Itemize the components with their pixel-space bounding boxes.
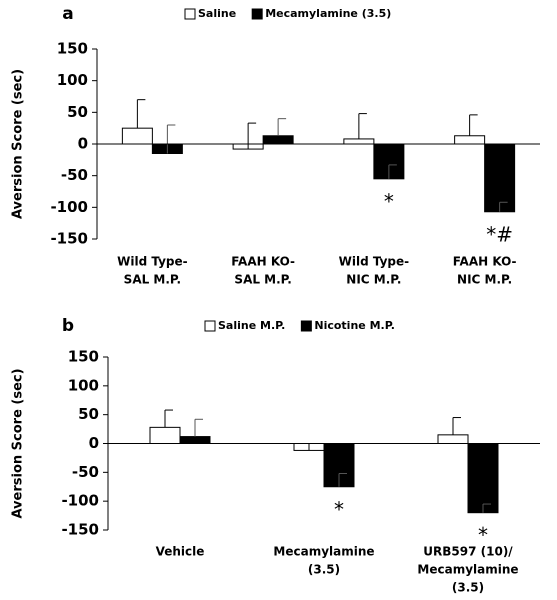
legend-swatch [300,320,312,332]
bar [454,135,486,145]
y-tick-label: -150 [50,230,88,248]
x-tick-label: FAAH KO- [231,255,295,269]
y-tick-label: 150 [68,348,99,366]
y-tick-label: 50 [78,405,99,423]
bar [179,436,211,444]
y-tick-label: -100 [61,492,99,510]
panel-label: b [62,316,74,336]
x-tick-label: Wild Type- [339,255,410,269]
legend-swatch [184,8,196,20]
y-tick-label: 150 [57,40,88,58]
y-tick-label: 0 [89,434,99,452]
y-axis-label: Aversion Score (sec) [11,69,26,219]
panel-label: a [62,4,73,24]
legend-swatch [251,8,263,20]
y-tick-label: 0 [78,135,88,153]
bar [484,143,516,213]
legend-label: Saline [198,7,236,20]
annotation: * [478,523,488,547]
y-tick-label: 100 [57,71,88,89]
x-tick-label: Vehicle [156,545,205,559]
legend-label: Saline M.P. [218,319,285,332]
y-tick-label: -150 [61,521,99,539]
bar [467,443,499,514]
legend-label: Nicotine M.P. [314,319,395,332]
y-tick-label: 50 [67,103,88,121]
annotation: * [384,189,394,213]
x-tick-label: NIC M.P. [346,273,401,287]
bar [437,434,469,445]
y-tick-label: 100 [68,376,99,394]
y-axis-label: Aversion Score (sec) [11,368,26,518]
y-tick-label: -50 [61,166,88,184]
bar [262,135,294,145]
bar [149,426,181,444]
bar [121,127,153,145]
legend-swatch [204,320,216,332]
x-tick-label: URB597 (10)/ [423,545,513,559]
x-tick-label: Wild Type- [117,255,188,269]
x-tick-label: NIC M.P. [457,273,512,287]
x-tick-label: Mecamylamine [273,545,374,559]
x-tick-label: Mecamylamine [417,563,518,577]
chart-panel: a Aversion Score (sec) Saline Mecamylamine … [11,4,540,287]
x-tick-label: (3.5) [452,581,484,595]
chart-panel: b Aversion Score (sec) Saline M.P. Nicotine… [11,316,540,595]
legend-label: Mecamylamine (3.5) [265,7,391,20]
annotation: * [334,497,344,521]
y-tick-label: -50 [72,463,99,481]
x-tick-label: SAL M.P. [234,273,291,287]
bar [343,138,375,145]
x-tick-label: SAL M.P. [124,273,181,287]
y-tick-label: -100 [50,198,88,216]
x-tick-label: (3.5) [308,563,340,577]
annotation: *# [486,222,513,246]
x-tick-label: FAAH KO- [453,255,517,269]
